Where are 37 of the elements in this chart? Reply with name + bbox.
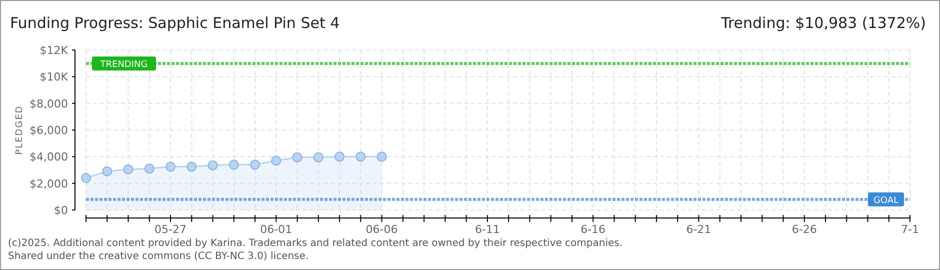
point [144, 164, 154, 174]
x-tick-label: 7-1 [901, 223, 919, 236]
y-tick-label: $8,000 [30, 97, 68, 110]
point [376, 152, 387, 162]
point [208, 160, 218, 170]
point [271, 156, 282, 166]
x-tick-label: 6-21 [686, 223, 712, 236]
point [102, 166, 112, 176]
point [186, 162, 197, 172]
point [123, 164, 134, 174]
point [228, 160, 239, 170]
point [81, 173, 91, 183]
y-axis-title: PLEDGED [15, 105, 25, 155]
point [356, 152, 366, 162]
text: (c)2025. Additional content provided by Karina. Trademarks and related content are owned by their respective companies. [8, 238, 623, 249]
point [334, 152, 345, 162]
x-tick-label: 06-06 [366, 223, 398, 236]
x-tick-label: 6-16 [580, 223, 606, 236]
ref-line-label: GOAL [873, 196, 899, 206]
text: Shared under the creative commons (CC BY-NC 3.0) license. [8, 251, 309, 262]
x-tick-label: 6-26 [792, 223, 817, 236]
x-tick-label: 06-01 [260, 223, 292, 236]
x-tick-label: 05-27 [154, 223, 186, 236]
ref-line-label: TRENDING [99, 60, 148, 70]
y-tick-label: $4,000 [30, 150, 68, 164]
y-tick-label: $2,000 [30, 177, 68, 190]
chart-title: Funding Progress: Sapphic Enamel Pin Set 4 [10, 14, 340, 32]
chart-subtitle: Trending: $10,983 (1372%) [720, 14, 926, 32]
point [292, 152, 302, 162]
point [313, 152, 324, 162]
y-tick-label: $6,000 [30, 124, 68, 137]
y-tick-label: $10K [40, 70, 69, 84]
x-tick-label: 6-11 [474, 223, 500, 236]
point [166, 162, 176, 172]
point [250, 160, 260, 170]
y-tick-label: $0 [54, 204, 68, 217]
y-tick-label: $12K [40, 44, 69, 57]
